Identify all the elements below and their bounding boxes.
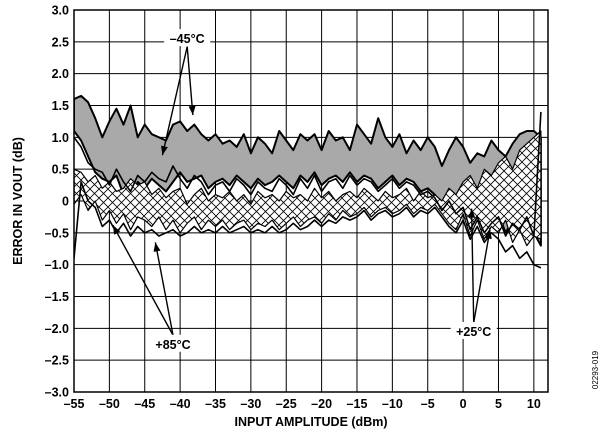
y-tick-label: 0 (62, 195, 69, 209)
y-tick-label: –1.0 (45, 258, 69, 272)
x-tick-label: –5 (421, 397, 435, 411)
x-tick-label: –20 (311, 397, 332, 411)
annotation-1: +85°C (112, 224, 197, 352)
y-tick-label: –0.5 (45, 226, 69, 240)
x-tick-label: –15 (347, 397, 368, 411)
x-tick-label: –35 (205, 397, 226, 411)
y-tick-label: 2.5 (52, 35, 69, 49)
svg-text:–45°C: –45°C (170, 32, 205, 46)
y-tick-label: 1.5 (52, 99, 69, 113)
x-tick-label: 0 (460, 397, 467, 411)
x-tick-labels: –55 –50 –45 –40 –35 –30 –25 –20 –15 –10 –5 0 5 10 (64, 397, 541, 411)
x-tick-label: –40 (170, 397, 191, 411)
y-tick-label: –1.5 (45, 290, 69, 304)
x-tick-label: –55 (64, 397, 85, 411)
y-tick-label: –3.0 (45, 386, 69, 400)
series-line-1 (74, 181, 542, 269)
band-gray-0 (74, 94, 542, 247)
annotation-0: –45°C (161, 29, 211, 156)
x-tick-label: –45 (134, 397, 155, 411)
y-tick-label: 1.0 (52, 131, 69, 145)
y-tick-label: 3.0 (52, 4, 69, 18)
x-tick-label: 10 (527, 397, 541, 411)
x-tick-label: –25 (276, 397, 297, 411)
x-axis-label: INPUT AMPLITUDE (dBm) (235, 415, 388, 429)
annotation-2: +25°C (450, 208, 497, 340)
band-hatch-1 (74, 130, 542, 247)
y-axis-label: ERROR IN VOUT (dB) (11, 137, 25, 265)
data-lines (74, 111, 542, 269)
figure-code: 02293-019 (591, 350, 600, 389)
plot-frame (73, 9, 549, 393)
x-tick-label: –30 (240, 397, 261, 411)
svg-text:+25°C: +25°C (456, 325, 491, 339)
x-tick-label: 5 (495, 397, 502, 411)
y-tick-label: –2.5 (45, 354, 69, 368)
y-tick-label: 0.5 (52, 163, 69, 177)
svg-text:+85°C: +85°C (155, 338, 190, 352)
y-tick-label: 2.0 (52, 67, 69, 81)
x-tick-label: –10 (382, 397, 403, 411)
annotations: –45°C +85°C +25°C (112, 29, 497, 352)
y-tick-labels: 3.0 2.5 2.0 1.5 1.0 0.5 0 –0.5 –1.0 –1.5 –2.0 –2.5 –… (45, 4, 69, 400)
y-tick-label: –2.0 (45, 322, 69, 336)
series-line-0 (74, 111, 542, 237)
x-tick-label: –50 (99, 397, 120, 411)
data-bands (74, 94, 542, 247)
